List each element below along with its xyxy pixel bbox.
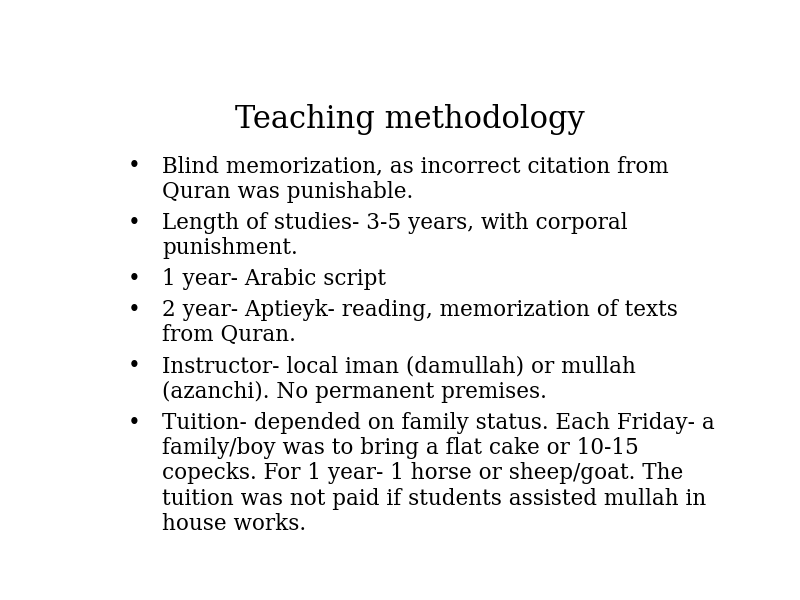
Text: punishment.: punishment. — [162, 237, 298, 259]
Text: Instructor- local iman (damullah) or mullah: Instructor- local iman (damullah) or mul… — [162, 355, 636, 377]
Text: from Quran.: from Quran. — [162, 324, 296, 346]
Text: copecks. For 1 year- 1 horse or sheep/goat. The: copecks. For 1 year- 1 horse or sheep/go… — [162, 463, 683, 484]
Text: •: • — [128, 412, 141, 434]
Text: •: • — [128, 155, 141, 177]
Text: Tuition- depended on family status. Each Friday- a: Tuition- depended on family status. Each… — [162, 412, 714, 434]
Text: house works.: house works. — [162, 513, 306, 535]
Text: •: • — [128, 355, 141, 377]
Text: •: • — [128, 212, 141, 233]
Text: Length of studies- 3-5 years, with corporal: Length of studies- 3-5 years, with corpo… — [162, 212, 628, 233]
Text: (azanchi). No permanent premises.: (azanchi). No permanent premises. — [162, 380, 547, 403]
Text: Blind memorization, as incorrect citation from: Blind memorization, as incorrect citatio… — [162, 155, 669, 177]
Text: Quran was punishable.: Quran was punishable. — [162, 181, 414, 203]
Text: Teaching methodology: Teaching methodology — [235, 104, 585, 136]
Text: family/boy was to bring a flat cake or 10-15: family/boy was to bring a flat cake or 1… — [162, 437, 638, 459]
Text: 2 year- Aptieyk- reading, memorization of texts: 2 year- Aptieyk- reading, memorization o… — [162, 299, 678, 321]
Text: •: • — [128, 299, 141, 321]
Text: tuition was not paid if students assisted mullah in: tuition was not paid if students assiste… — [162, 488, 706, 510]
Text: 1 year- Arabic script: 1 year- Arabic script — [162, 268, 386, 290]
Text: •: • — [128, 268, 141, 290]
